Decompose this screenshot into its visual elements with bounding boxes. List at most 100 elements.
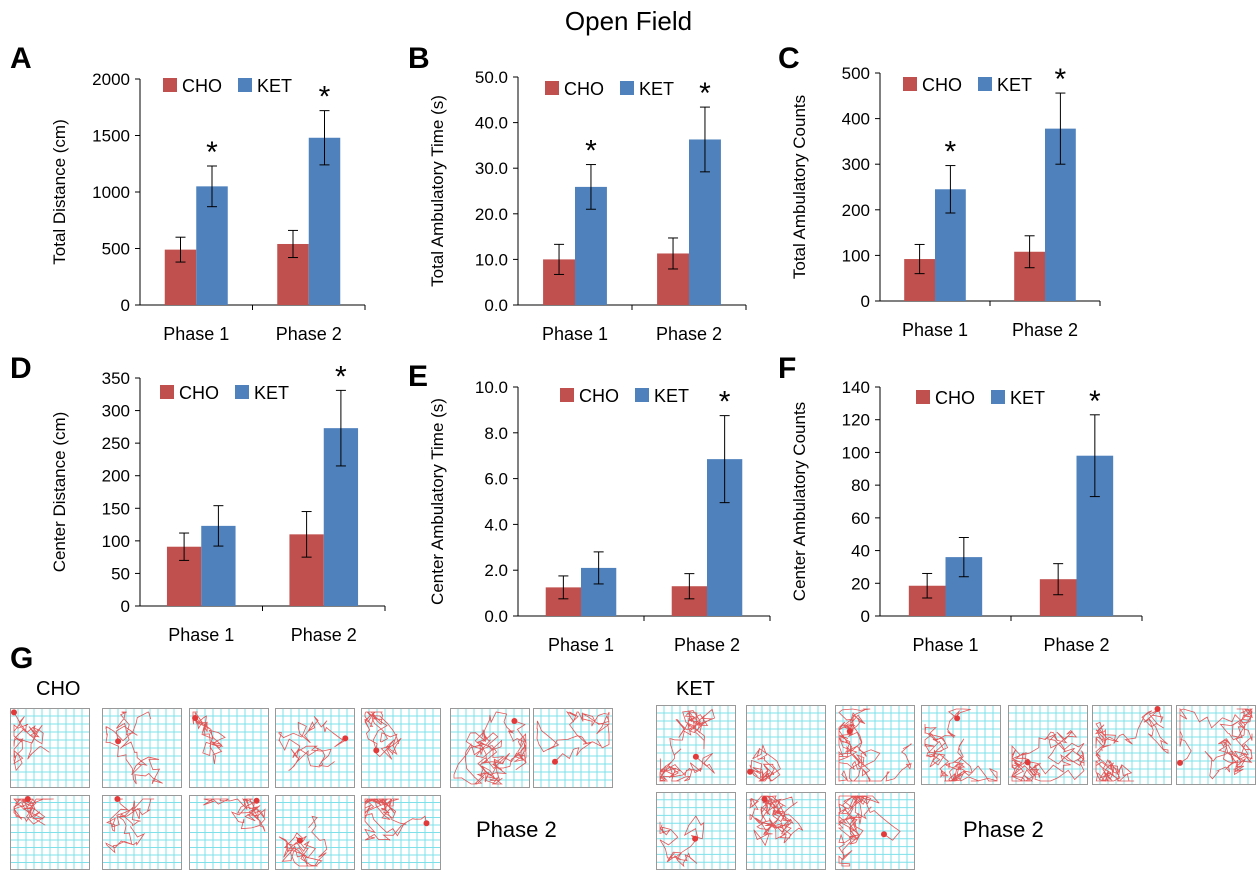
chart-f-y-tick-label: 60 bbox=[851, 509, 870, 528]
chart-f-x-tick-label: Phase 1 bbox=[912, 635, 978, 655]
chart-d-y-tick-label: 150 bbox=[102, 499, 130, 518]
chart-b-y-tick-label: 50.0 bbox=[475, 68, 508, 87]
panel-letter-d: D bbox=[10, 352, 32, 385]
chart-d-y-tick-label: 50 bbox=[111, 564, 130, 583]
chart-b-significance-star: * bbox=[585, 135, 597, 168]
chart-c-x-tick-label: Phase 2 bbox=[1012, 320, 1078, 340]
chart-a-legend-swatch-cho bbox=[163, 78, 177, 92]
chart-d-y-tick-label: 300 bbox=[102, 402, 130, 421]
chart-c-legend-label-cho: CHO bbox=[922, 75, 962, 95]
chart-c-significance-star: * bbox=[945, 136, 957, 169]
chart-d-y-tick-label: 0 bbox=[121, 597, 130, 616]
chart-b-y-tick-label: 0.0 bbox=[484, 296, 508, 315]
chart-b-y-label: Total Ambulatory Time (s) bbox=[428, 95, 447, 287]
chart-d-legend-swatch-ket bbox=[235, 385, 249, 399]
chart-f-y-tick-label: 120 bbox=[842, 411, 870, 430]
chart-a-significance-star: * bbox=[206, 136, 218, 169]
chart-c-y-tick-label: 300 bbox=[842, 155, 870, 174]
track-thumbnail-cho bbox=[189, 708, 269, 788]
chart-c-y-tick-label: 200 bbox=[842, 201, 870, 220]
chart-c-y-label: Total Ambulatory Counts bbox=[790, 95, 809, 279]
chart-a-y-tick-label: 1500 bbox=[92, 127, 130, 146]
chart-d-legend-label-cho: CHO bbox=[179, 383, 219, 403]
panel-letter-f: F bbox=[778, 352, 797, 385]
chart-e-y-tick-label: 10.0 bbox=[475, 378, 508, 397]
chart-c-legend-swatch-ket bbox=[978, 77, 992, 91]
track-phase-label-ket: Phase 2 bbox=[963, 817, 1044, 842]
chart-d-legend-label-ket: KET bbox=[254, 383, 289, 403]
chart-e-legend-label-ket: KET bbox=[654, 386, 689, 406]
chart-f-legend-swatch-ket bbox=[991, 390, 1005, 404]
chart-b-legend-label-ket: KET bbox=[639, 79, 674, 99]
panel-letter-b: B bbox=[408, 42, 430, 75]
track-thumbnail-ket bbox=[656, 705, 736, 785]
chart-b-y-tick-label: 10.0 bbox=[475, 250, 508, 269]
chart-d-legend-swatch-cho bbox=[160, 385, 174, 399]
track-thumbnail-ket bbox=[835, 705, 915, 785]
chart-f-x-tick-label: Phase 2 bbox=[1043, 635, 1109, 655]
chart-b-x-tick-label: Phase 1 bbox=[542, 324, 608, 344]
chart-a-legend-swatch-ket bbox=[238, 78, 252, 92]
chart-a-x-tick-label: Phase 2 bbox=[276, 324, 342, 344]
chart-b-y-tick-label: 30.0 bbox=[475, 159, 508, 178]
panel-letter-e: E bbox=[408, 360, 429, 393]
chart-f-legend-swatch-cho bbox=[916, 390, 930, 404]
chart-e-legend-swatch-cho bbox=[560, 388, 574, 402]
chart-f-legend-label-ket: KET bbox=[1010, 388, 1045, 408]
chart-b-x-tick-label: Phase 2 bbox=[656, 324, 722, 344]
track-thumbnail-cho bbox=[102, 795, 182, 870]
track-thumbnail-ket bbox=[835, 792, 915, 870]
chart-c-y-tick-label: 0 bbox=[861, 292, 870, 311]
chart-a-legend-label-cho: CHO bbox=[182, 76, 222, 96]
chart-e-y-tick-label: 8.0 bbox=[484, 424, 508, 443]
chart-a-y-tick-label: 0 bbox=[121, 296, 130, 315]
chart-a-y-tick-label: 500 bbox=[102, 240, 130, 259]
chart-a-legend-label-ket: KET bbox=[257, 76, 292, 96]
chart-f-y-tick-label: 40 bbox=[851, 542, 870, 561]
track-thumbnail-cho bbox=[189, 795, 269, 870]
chart-e-y-tick-label: 6.0 bbox=[484, 470, 508, 489]
chart-c-x-tick-label: Phase 1 bbox=[902, 320, 968, 340]
track-thumbnail-cho bbox=[450, 708, 530, 788]
track-thumbnail-ket bbox=[921, 705, 1001, 785]
chart-f-y-label: Center Ambulatory Counts bbox=[790, 402, 809, 601]
chart-f-significance-star: * bbox=[1089, 385, 1101, 418]
track-thumbnail-ket bbox=[1176, 705, 1256, 785]
track-thumbnail-cho bbox=[361, 708, 441, 788]
track-thumbnail-ket bbox=[746, 792, 826, 870]
chart-b-y-tick-label: 40.0 bbox=[475, 114, 508, 133]
chart-d-y-tick-label: 250 bbox=[102, 434, 130, 453]
chart-c-significance-star: * bbox=[1055, 63, 1067, 96]
track-thumbnail-cho bbox=[275, 795, 355, 870]
figure-title: Open Field bbox=[564, 6, 693, 36]
panel-letter-a: A bbox=[10, 42, 32, 75]
track-thumbnail-cho bbox=[10, 795, 90, 870]
chart-d-y-tick-label: 350 bbox=[102, 369, 130, 388]
chart-c-y-tick-label: 100 bbox=[842, 246, 870, 265]
chart-c-legend-label-ket: KET bbox=[997, 75, 1032, 95]
chart-f-y-tick-label: 100 bbox=[842, 443, 870, 462]
chart-d-y-tick-label: 200 bbox=[102, 467, 130, 486]
chart-e-legend-swatch-ket bbox=[635, 388, 649, 402]
chart-b-legend-swatch-cho bbox=[545, 81, 559, 95]
track-group-label-ket: KET bbox=[676, 678, 715, 700]
chart-e-y-tick-label: 0.0 bbox=[484, 607, 508, 626]
chart-e-legend-label-cho: CHO bbox=[579, 386, 619, 406]
chart-b-legend-label-cho: CHO bbox=[564, 79, 604, 99]
track-thumbnail-cho bbox=[361, 795, 441, 870]
chart-f-legend-label-cho: CHO bbox=[935, 388, 975, 408]
chart-f-y-tick-label: 80 bbox=[851, 476, 870, 495]
track-thumbnail-ket bbox=[1008, 705, 1088, 785]
track-thumbnail-ket bbox=[656, 792, 736, 870]
track-thumbnail-ket bbox=[1092, 705, 1172, 785]
panel-letter-g: G bbox=[10, 642, 34, 675]
chart-c-y-tick-label: 400 bbox=[842, 110, 870, 129]
track-phase-label-cho: Phase 2 bbox=[476, 817, 557, 842]
chart-d-y-label: Center Distance (cm) bbox=[50, 412, 69, 573]
chart-a-y-tick-label: 2000 bbox=[92, 70, 130, 89]
chart-d-x-tick-label: Phase 1 bbox=[168, 625, 234, 645]
chart-c-legend-swatch-cho bbox=[903, 77, 917, 91]
track-group-label-cho: CHO bbox=[36, 678, 81, 700]
chart-b-legend-swatch-ket bbox=[620, 81, 634, 95]
chart-a-y-tick-label: 1000 bbox=[92, 183, 130, 202]
